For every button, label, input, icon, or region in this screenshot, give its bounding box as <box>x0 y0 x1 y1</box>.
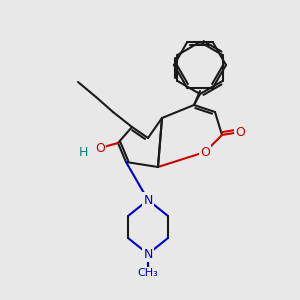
Text: N: N <box>143 194 153 206</box>
Text: H: H <box>78 146 88 160</box>
Text: O: O <box>95 142 105 154</box>
Text: O: O <box>235 125 245 139</box>
Text: CH₃: CH₃ <box>138 268 158 278</box>
Text: N: N <box>143 248 153 260</box>
Text: O: O <box>235 125 245 139</box>
Text: O: O <box>200 146 210 158</box>
